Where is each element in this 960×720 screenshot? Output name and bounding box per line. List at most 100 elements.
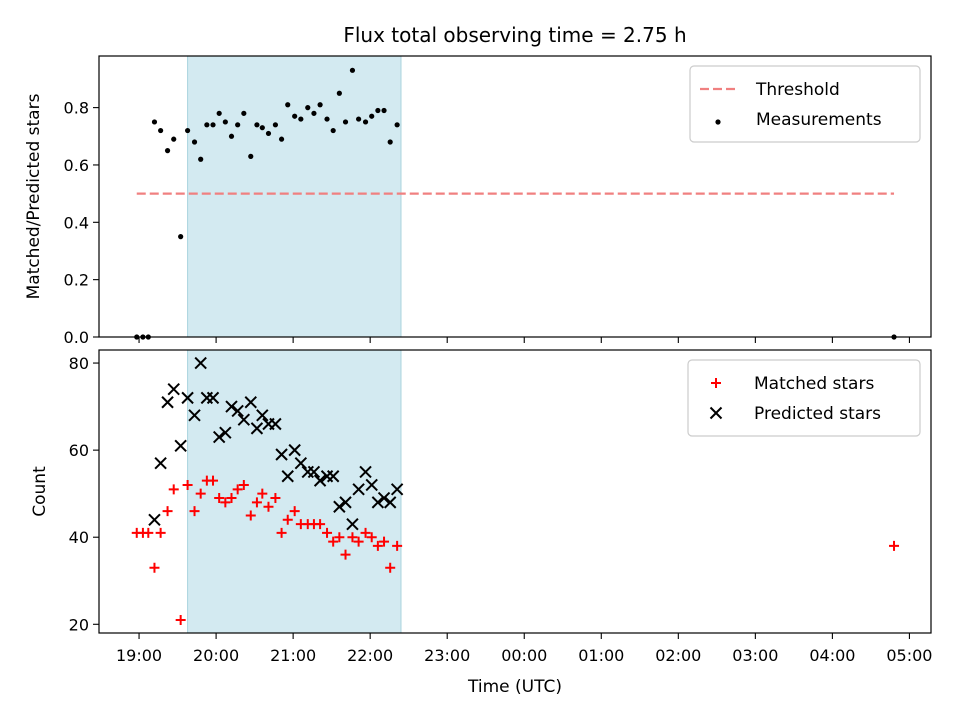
data-point (189, 506, 200, 517)
data-point (237, 413, 251, 426)
legend-marker (709, 406, 723, 420)
data-point (235, 122, 241, 128)
y-tick-label: 40 (69, 528, 89, 547)
data-point (198, 156, 204, 162)
data-point (360, 527, 371, 538)
axes-frame (98, 349, 932, 634)
series-predicted-stars (148, 356, 404, 531)
data-point (275, 448, 288, 461)
data-point (359, 465, 372, 479)
data-point (889, 540, 900, 551)
data-point (383, 496, 397, 509)
data-point (155, 527, 166, 538)
legend-label: Predicted stars (754, 404, 881, 424)
data-point (231, 404, 244, 418)
data-point (158, 127, 164, 134)
data-point (251, 497, 262, 508)
data-point (164, 148, 171, 154)
y-tick-label: 60 (69, 441, 89, 460)
data-point (317, 102, 323, 108)
data-point (330, 127, 336, 134)
observing-span (187, 349, 402, 634)
x-tick-label: 23:00 (424, 646, 470, 665)
data-point (232, 484, 243, 495)
data-point (220, 497, 231, 508)
y-tick-label: 80 (69, 354, 89, 373)
data-point (241, 110, 247, 116)
data-point (347, 532, 358, 543)
data-point (328, 536, 339, 547)
data-point (168, 484, 179, 495)
x-tick-label: 02:00 (655, 646, 701, 665)
data-point (365, 478, 378, 492)
data-point (212, 430, 226, 444)
y-tick-label: 0.0 (64, 328, 89, 347)
data-point (206, 391, 220, 405)
x-tick-label: 05:00 (886, 646, 932, 665)
data-point (356, 116, 362, 122)
data-point (184, 127, 191, 134)
data-point (167, 382, 180, 396)
data-point (276, 527, 287, 538)
data-point (178, 234, 184, 240)
x-tick-label: 20:00 (193, 646, 239, 665)
data-point (352, 483, 365, 496)
data-point (322, 527, 333, 538)
data-point (353, 536, 364, 547)
x-tick-label: 03:00 (732, 646, 778, 665)
data-point (333, 500, 346, 513)
data-point (188, 409, 201, 422)
series-measurements (134, 67, 897, 340)
data-point (245, 510, 256, 521)
y-tick-label: 0.2 (64, 271, 89, 290)
data-point (381, 107, 387, 114)
data-point (377, 491, 391, 505)
data-point (151, 119, 158, 125)
data-point (282, 514, 293, 525)
data-point (375, 107, 381, 114)
panel-count: 20 40 60 80 19:00 20:00 21:00 22:00 23:00 00:00 01… (30, 349, 932, 665)
x-tick-label: 22:00 (347, 646, 393, 665)
data-point (204, 122, 210, 128)
data-point (244, 396, 257, 409)
data-point (208, 475, 219, 486)
data-point (285, 102, 291, 108)
y-tick-label: 20 (69, 615, 89, 634)
data-point (294, 456, 308, 470)
data-point (143, 527, 154, 538)
data-point (311, 110, 317, 116)
data-point (346, 517, 359, 531)
y-axis-label: Matched/Predicted stars (24, 93, 44, 299)
data-point (254, 122, 260, 128)
data-point (281, 470, 294, 483)
legend-marker (715, 119, 721, 125)
data-point (362, 119, 369, 125)
data-point (257, 488, 268, 499)
y-tick-label: 0.8 (64, 99, 89, 118)
data-point (181, 391, 194, 405)
legend: Threshold Measurements (689, 65, 921, 143)
data-point (148, 513, 161, 527)
data-point (324, 116, 330, 122)
data-point (210, 122, 216, 128)
data-point (339, 496, 352, 509)
legend-label: Measurements (756, 110, 882, 130)
data-point (194, 356, 207, 370)
data-point (392, 540, 403, 551)
data-point (225, 400, 238, 413)
data-point (313, 474, 327, 487)
data-point (369, 113, 375, 119)
data-point (379, 536, 390, 547)
series-matched-stars (131, 475, 900, 625)
data-point (195, 488, 206, 499)
data-point (390, 483, 404, 496)
data-point (307, 465, 321, 479)
data-point (372, 540, 383, 551)
legend: Matched stars Predicted stars (687, 359, 921, 437)
data-point (149, 562, 160, 573)
x-axis-label: Time (UTC) (467, 677, 562, 697)
data-point (270, 493, 281, 504)
data-point (298, 116, 304, 122)
data-point (162, 506, 173, 517)
